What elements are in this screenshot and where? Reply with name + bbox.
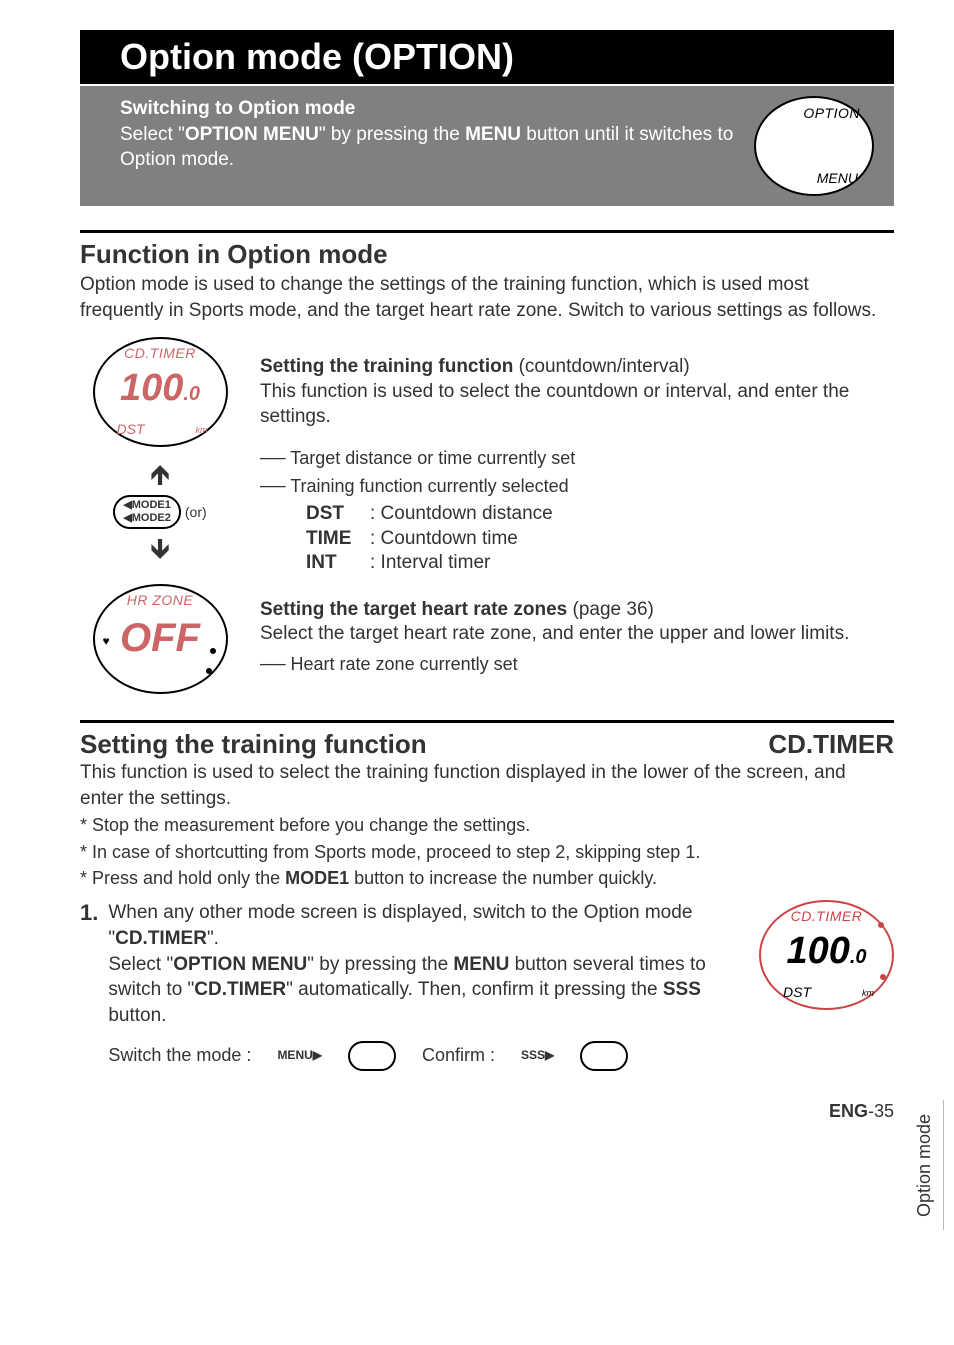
watch-hrzone: HR ZONE ♥ OFF bbox=[93, 584, 228, 694]
note2: * In case of shortcutting from Sports mo… bbox=[80, 840, 894, 864]
arrow-up-icon: 🡹 bbox=[150, 461, 170, 489]
w2-top: HR ZONE bbox=[95, 592, 226, 608]
note3: * Press and hold only the MODE1 button t… bbox=[80, 866, 894, 890]
page-footer: ENG-35 bbox=[80, 1101, 894, 1122]
w3-top: CD.TIMER bbox=[761, 908, 892, 924]
time-row: TIME: Countdown time bbox=[306, 527, 894, 552]
hr-desc: Select the target heart rate zone, and e… bbox=[260, 622, 894, 647]
train-desc: This function is used to select the coun… bbox=[260, 380, 894, 429]
w3-sub: DST bbox=[783, 984, 811, 1000]
step-1-body: When any other mode screen is displayed,… bbox=[108, 900, 745, 1070]
w1-sub: DST bbox=[117, 421, 145, 437]
switch-label: Switch the mode : bbox=[108, 1043, 251, 1067]
switching-text: Switching to Option mode Select "OPTION … bbox=[120, 96, 734, 173]
w2-mid: OFF bbox=[95, 618, 226, 658]
hr-ptr: ── Heart rate zone currently set bbox=[260, 653, 894, 676]
ptr-training: ── Training function currently selected bbox=[260, 475, 894, 498]
switching-note: Switching to Option mode Select "OPTION … bbox=[80, 86, 894, 206]
gb-t4: MENU bbox=[465, 124, 521, 145]
dot1 bbox=[210, 648, 216, 654]
w1-km: km bbox=[196, 425, 208, 435]
sss-button-icon[interactable] bbox=[580, 1041, 628, 1071]
gb-t2: OPTION MENU bbox=[185, 124, 319, 145]
mode-or: (or) bbox=[185, 504, 207, 520]
watch-option-menu: OPTION MENU bbox=[754, 96, 874, 196]
footer-page: -35 bbox=[868, 1101, 894, 1121]
watch-bottom: MENU bbox=[817, 169, 858, 188]
int-row: INT: Interval timer bbox=[306, 551, 894, 576]
step-1-watch: CD.TIMER 100.0 DST km bbox=[759, 900, 894, 1010]
ptr-target: ── Target distance or time currently set bbox=[260, 447, 894, 470]
w1-top: CD.TIMER bbox=[95, 345, 226, 361]
step-1-num: 1. bbox=[80, 900, 98, 1070]
sss-btn-label: SSS▶ bbox=[521, 1047, 554, 1063]
gb-t3: " by pressing the bbox=[319, 124, 465, 145]
menu-btn-label: MENU▶ bbox=[277, 1047, 322, 1063]
w3-km: km bbox=[862, 988, 874, 998]
page-title: Option mode (OPTION) bbox=[80, 30, 894, 84]
train-heading: Setting the training function (countdown… bbox=[260, 355, 894, 380]
cdtimer-label: CD.TIMER bbox=[768, 729, 894, 760]
watch-cdtimer: CD.TIMER 100.0 DST km bbox=[93, 337, 228, 447]
function-body: Option mode is used to change the settin… bbox=[80, 272, 894, 323]
w3-d1 bbox=[878, 922, 884, 928]
w3-d2 bbox=[880, 974, 886, 980]
dst-row: DST: Countdown distance bbox=[306, 502, 894, 527]
diagram: CD.TIMER 100.0 DST km Setting the traini… bbox=[80, 337, 894, 694]
w1-mid: 100.0 bbox=[95, 369, 226, 407]
switching-heading: Switching to Option mode bbox=[120, 96, 734, 122]
confirm-label: Confirm : bbox=[422, 1043, 495, 1067]
dot2 bbox=[206, 668, 212, 674]
watch-top: OPTION bbox=[803, 104, 860, 123]
cdtimer-section-header: Setting the training function CD.TIMER bbox=[80, 720, 894, 760]
cdtimer-heading: Setting the training function bbox=[80, 729, 427, 760]
step-1: 1. When any other mode screen is display… bbox=[80, 900, 894, 1070]
footer-eng: ENG bbox=[829, 1101, 868, 1121]
menu-button-icon[interactable] bbox=[348, 1041, 396, 1071]
mode-oval: ◀MODE1◀MODE2 bbox=[113, 495, 181, 529]
note1: * Stop the measurement before you change… bbox=[80, 813, 894, 837]
mode-buttons: ◀MODE1◀MODE2 (or) bbox=[113, 495, 206, 529]
function-heading: Function in Option mode bbox=[80, 230, 894, 270]
cdtimer-body: This function is used to select the trai… bbox=[80, 760, 894, 811]
button-row: Switch the mode : MENU▶ Confirm : SSS▶ bbox=[108, 1041, 745, 1071]
gb-t1: Select " bbox=[120, 124, 185, 145]
hr-heading: Setting the target heart rate zones (pag… bbox=[260, 598, 894, 623]
side-tab: Option mode bbox=[914, 1100, 944, 1230]
w3-mid: 100.0 bbox=[761, 932, 892, 970]
arrow-down-icon: 🡻 bbox=[150, 535, 170, 563]
